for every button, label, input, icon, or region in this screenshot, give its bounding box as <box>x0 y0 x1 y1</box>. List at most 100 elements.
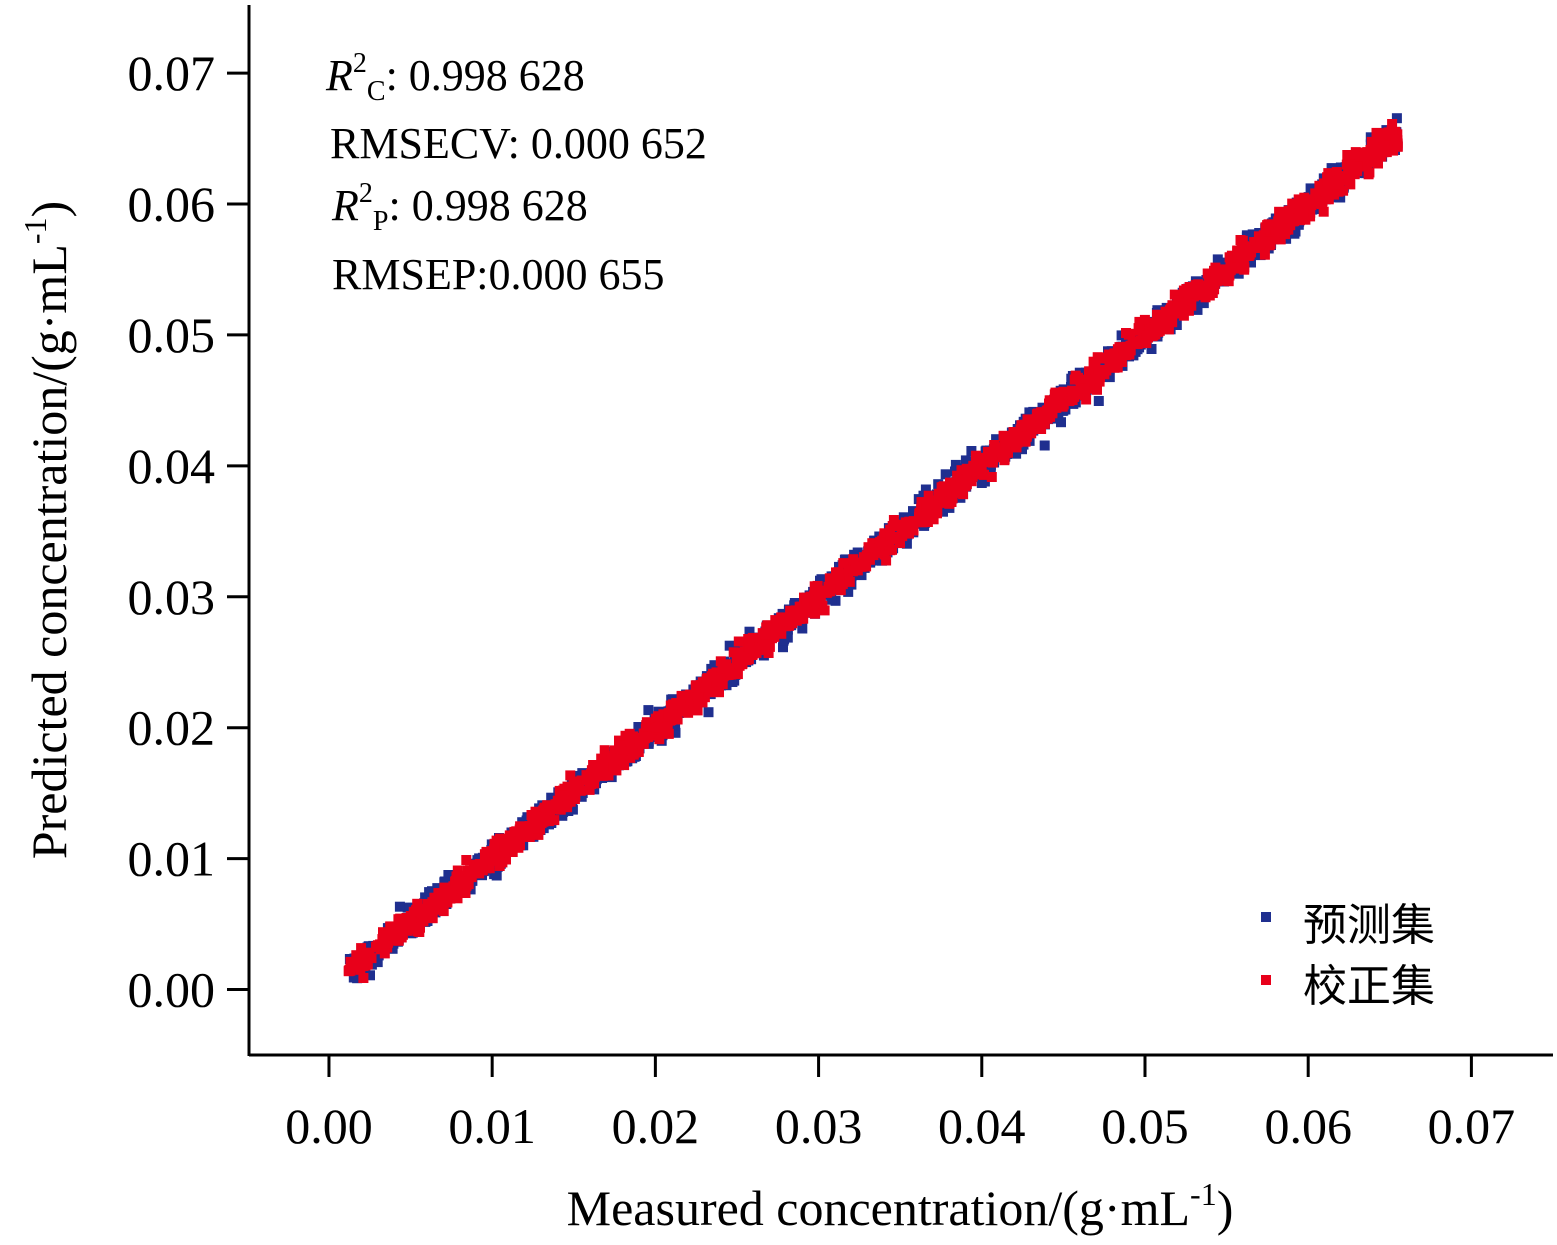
data-point <box>970 450 981 461</box>
data-point <box>1292 215 1303 225</box>
data-point <box>856 561 867 572</box>
data-point <box>714 687 724 698</box>
data-point <box>460 888 471 898</box>
data-point <box>1101 365 1112 376</box>
data-point <box>1338 185 1349 196</box>
data-point <box>872 547 883 558</box>
data-point <box>888 515 899 525</box>
data-point <box>682 690 693 701</box>
data-point <box>463 877 474 887</box>
data-point <box>1085 374 1096 385</box>
data-point <box>1056 417 1066 428</box>
rmsep-annotation: RMSEP:0.000 655 <box>332 250 665 299</box>
data-point <box>424 906 435 917</box>
data-point <box>1142 330 1153 341</box>
data-point <box>596 753 607 764</box>
y-ticks: 0.00 0.01 0.02 0.03 0.04 0.05 0.06 0.07 <box>128 45 249 1018</box>
data-point <box>536 818 547 829</box>
data-point <box>372 957 383 968</box>
data-point <box>1274 206 1285 217</box>
data-point <box>427 913 438 924</box>
data-point <box>832 569 843 580</box>
data-point <box>371 941 382 952</box>
data-point <box>850 562 861 573</box>
data-point <box>1264 236 1275 247</box>
x-tick-label: 0.01 <box>448 1098 536 1154</box>
data-point <box>351 957 362 967</box>
data-point <box>1092 384 1102 395</box>
data-point <box>667 711 678 722</box>
data-point <box>1275 234 1286 245</box>
data-point <box>1134 316 1145 327</box>
data-point <box>1284 205 1294 216</box>
data-point <box>1318 206 1329 217</box>
data-point <box>586 779 597 789</box>
data-point <box>683 707 694 718</box>
data-point <box>608 762 619 773</box>
data-point <box>511 826 522 837</box>
data-point <box>415 922 425 933</box>
data-point <box>373 950 384 961</box>
x-tick-label: 0.04 <box>938 1098 1026 1154</box>
data-point <box>358 973 369 983</box>
data-point <box>916 497 927 508</box>
data-point <box>506 837 517 847</box>
data-point <box>1160 306 1171 317</box>
x-tick-label: 0.05 <box>1101 1098 1189 1154</box>
data-point <box>1284 213 1295 224</box>
data-point <box>1069 374 1080 385</box>
data-point <box>1374 134 1385 145</box>
data-point <box>964 465 974 476</box>
data-point <box>809 581 820 592</box>
y-tick-label: 0.01 <box>128 831 216 887</box>
data-point <box>549 815 560 826</box>
data-point <box>392 927 403 938</box>
data-point <box>908 506 918 517</box>
data-point <box>825 586 836 597</box>
data-point <box>570 791 581 802</box>
data-point <box>721 663 732 674</box>
data-point <box>986 454 997 465</box>
data-point <box>405 911 416 921</box>
data-point <box>1360 158 1371 169</box>
data-point <box>521 815 532 826</box>
data-point <box>733 648 744 658</box>
data-point <box>1167 317 1178 328</box>
data-point <box>1125 328 1136 339</box>
data-point <box>1025 418 1036 429</box>
data-point <box>1247 229 1258 240</box>
data-point <box>1255 237 1266 248</box>
data-point <box>715 656 726 667</box>
data-point <box>494 851 505 862</box>
data-point <box>1366 155 1377 166</box>
data-point <box>1178 310 1189 321</box>
data-point <box>656 728 667 739</box>
data-point <box>1365 145 1376 155</box>
data-point <box>494 836 505 847</box>
points-layer <box>343 113 1403 984</box>
data-point <box>1150 329 1161 340</box>
data-point <box>1072 387 1083 398</box>
data-point <box>923 490 934 501</box>
y-tick-label: 0.00 <box>128 962 216 1018</box>
data-point <box>1391 113 1402 124</box>
data-point <box>1044 395 1055 406</box>
data-point <box>817 600 828 611</box>
data-point <box>1387 119 1398 129</box>
data-point <box>643 732 654 743</box>
data-point <box>1173 295 1184 306</box>
data-point <box>1146 344 1157 354</box>
data-point <box>1380 128 1391 139</box>
data-point <box>941 496 952 507</box>
data-point <box>1204 290 1215 301</box>
y-axis-title: Predicted concentration/(g·mL-1) <box>17 201 77 859</box>
data-point <box>843 586 854 597</box>
data-point <box>690 682 701 693</box>
data-point <box>958 489 969 500</box>
data-point <box>966 476 977 487</box>
data-point <box>565 770 576 781</box>
data-point <box>880 545 891 556</box>
data-point <box>1169 289 1180 300</box>
data-point <box>483 859 494 870</box>
data-point <box>1104 358 1115 369</box>
